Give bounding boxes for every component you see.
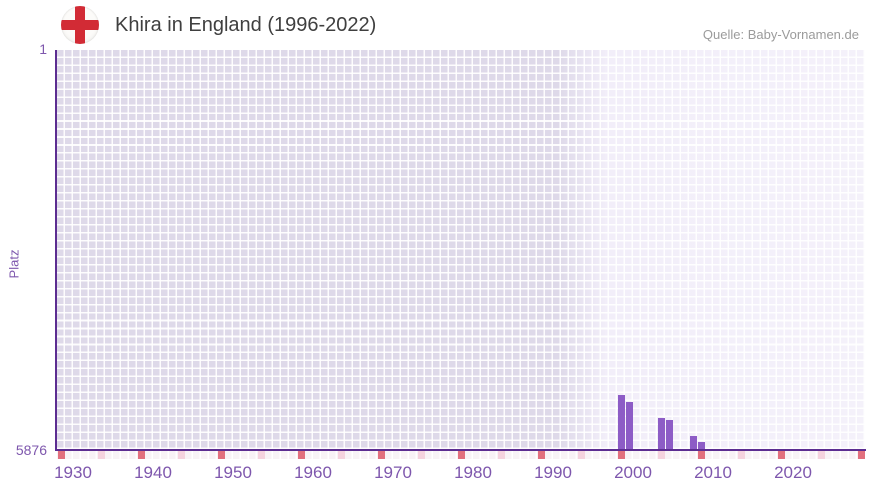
- x-axis-label-1970: 1970: [374, 463, 412, 482]
- bar-2003: [657, 417, 665, 450]
- x-axis-marker-row: [57, 451, 865, 459]
- marker-tick-1928: [57, 451, 65, 459]
- marker-tick-1978: [457, 451, 465, 459]
- plot-area: [57, 50, 865, 450]
- marker-tick-1938: [137, 451, 145, 459]
- marker-tick-1993: [577, 451, 585, 459]
- x-axis-label-2020: 2020: [774, 463, 812, 482]
- marker-tick-1998: [617, 451, 625, 459]
- bar-1998: [617, 395, 625, 450]
- x-axis-label-1940: 1940: [134, 463, 172, 482]
- bar-2004: [665, 420, 673, 450]
- marker-tick-2028: [857, 451, 865, 459]
- marker-tick-2023: [817, 451, 825, 459]
- y-axis-label-bottom: 5876: [15, 442, 47, 458]
- marker-tick-1953: [257, 451, 265, 459]
- marker-tick-2008: [697, 451, 705, 459]
- marker-tick-1973: [417, 451, 425, 459]
- marker-tick-1988: [537, 451, 545, 459]
- bar-2008: [697, 442, 705, 450]
- x-axis-label-1930: 1930: [54, 463, 92, 482]
- y-axis-line: [55, 50, 57, 451]
- source-credit: Quelle: Baby-Vornamen.de: [702, 27, 859, 42]
- x-axis-label-1960: 1960: [294, 463, 332, 482]
- x-axis-label-1980: 1980: [454, 463, 492, 482]
- marker-tick-1968: [377, 451, 385, 459]
- marker-tick-1943: [177, 451, 185, 459]
- marker-tick-2018: [777, 451, 785, 459]
- x-axis-label-2010: 2010: [694, 463, 732, 482]
- bar-2007: [689, 435, 697, 450]
- marker-tick-1948: [217, 451, 225, 459]
- x-axis-line: [55, 449, 866, 451]
- marker-tick-1963: [337, 451, 345, 459]
- x-axis-label-2000: 2000: [614, 463, 652, 482]
- flag-cross-horizontal: [61, 20, 99, 30]
- bar-1999: [625, 402, 633, 450]
- y-axis-label-top: 1: [39, 41, 47, 57]
- marker-tick-2003: [657, 451, 665, 459]
- x-axis-label-1950: 1950: [214, 463, 252, 482]
- y-axis-title: Platz: [6, 249, 22, 279]
- england-flag-icon: [61, 6, 99, 44]
- marker-tick-1933: [97, 451, 105, 459]
- marker-tick-1958: [297, 451, 305, 459]
- marker-tick-2013: [737, 451, 745, 459]
- chart-title: Khira in England (1996-2022): [115, 14, 377, 36]
- x-axis-label-1990: 1990: [534, 463, 572, 482]
- marker-tick-1983: [497, 451, 505, 459]
